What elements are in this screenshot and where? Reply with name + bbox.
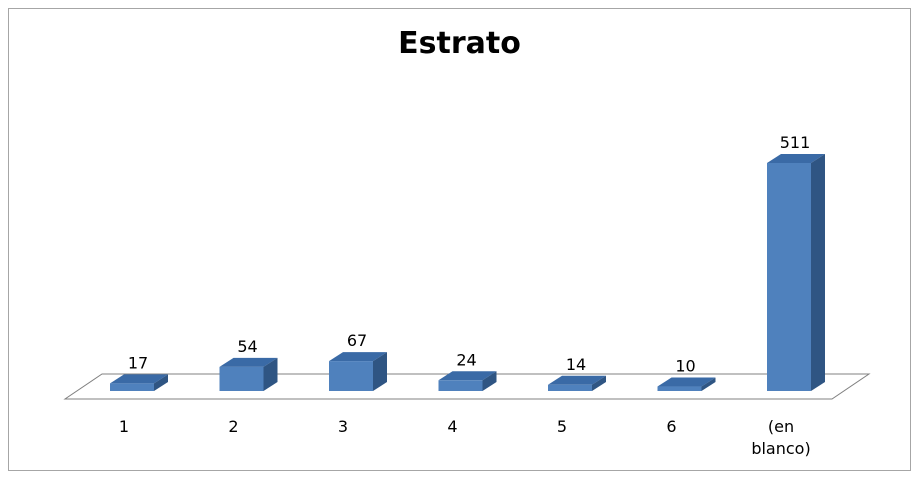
- data-label: 14: [566, 355, 586, 374]
- data-label: 67: [347, 331, 367, 350]
- data-label: 17: [128, 353, 148, 372]
- bar-7: [767, 154, 825, 391]
- bar-top-face: [657, 377, 716, 387]
- bar-front-face: [548, 384, 592, 391]
- bar-3: [329, 352, 387, 391]
- data-label: 10: [675, 357, 695, 376]
- value-labels-group: 17 54 67 24 14 10 511: [128, 133, 810, 376]
- bar-top-face: [548, 375, 606, 385]
- data-label: 54: [237, 337, 257, 356]
- chart-title: Estrato: [398, 26, 521, 61]
- category-labels-group: 1 2 3 4 5 6 (en blanco): [119, 417, 811, 458]
- category-tick-label: 3: [338, 417, 348, 436]
- category-tick-label: 6: [666, 417, 676, 436]
- bar-6: [657, 377, 716, 391]
- bar-5: [548, 375, 606, 391]
- bar-side-face: [482, 371, 497, 391]
- bar-front-face: [657, 386, 702, 391]
- bar-front-face: [110, 383, 154, 391]
- bar-front-face: [767, 163, 811, 391]
- bar-1: [110, 374, 168, 391]
- bars-group: [110, 154, 825, 391]
- data-label: 511: [780, 133, 811, 152]
- bar-top-face: [329, 352, 387, 362]
- bar-side-face: [154, 374, 168, 391]
- bar-side-face: [373, 352, 387, 391]
- bar-top-face: [767, 154, 825, 163]
- bar-front-face: [438, 380, 483, 391]
- category-tick-label: 2: [228, 417, 238, 436]
- category-tick-label: (en blanco): [751, 417, 810, 458]
- bar-side-face: [592, 375, 606, 391]
- category-tick-label: 5: [557, 417, 567, 436]
- bar-2: [219, 357, 278, 391]
- bar-side-face: [811, 154, 825, 391]
- data-label: 24: [456, 350, 476, 369]
- category-tick-label: 1: [119, 417, 129, 436]
- category-tick-label: 4: [447, 417, 457, 436]
- bar-top-face: [110, 374, 168, 384]
- bar-top-face: [219, 357, 278, 367]
- bar-side-face: [701, 377, 716, 391]
- bar-top-face: [438, 371, 497, 381]
- bar-side-face: [263, 357, 278, 391]
- bar-front-face: [329, 361, 373, 391]
- bar-front-face: [219, 366, 264, 391]
- bar-4: [438, 371, 497, 391]
